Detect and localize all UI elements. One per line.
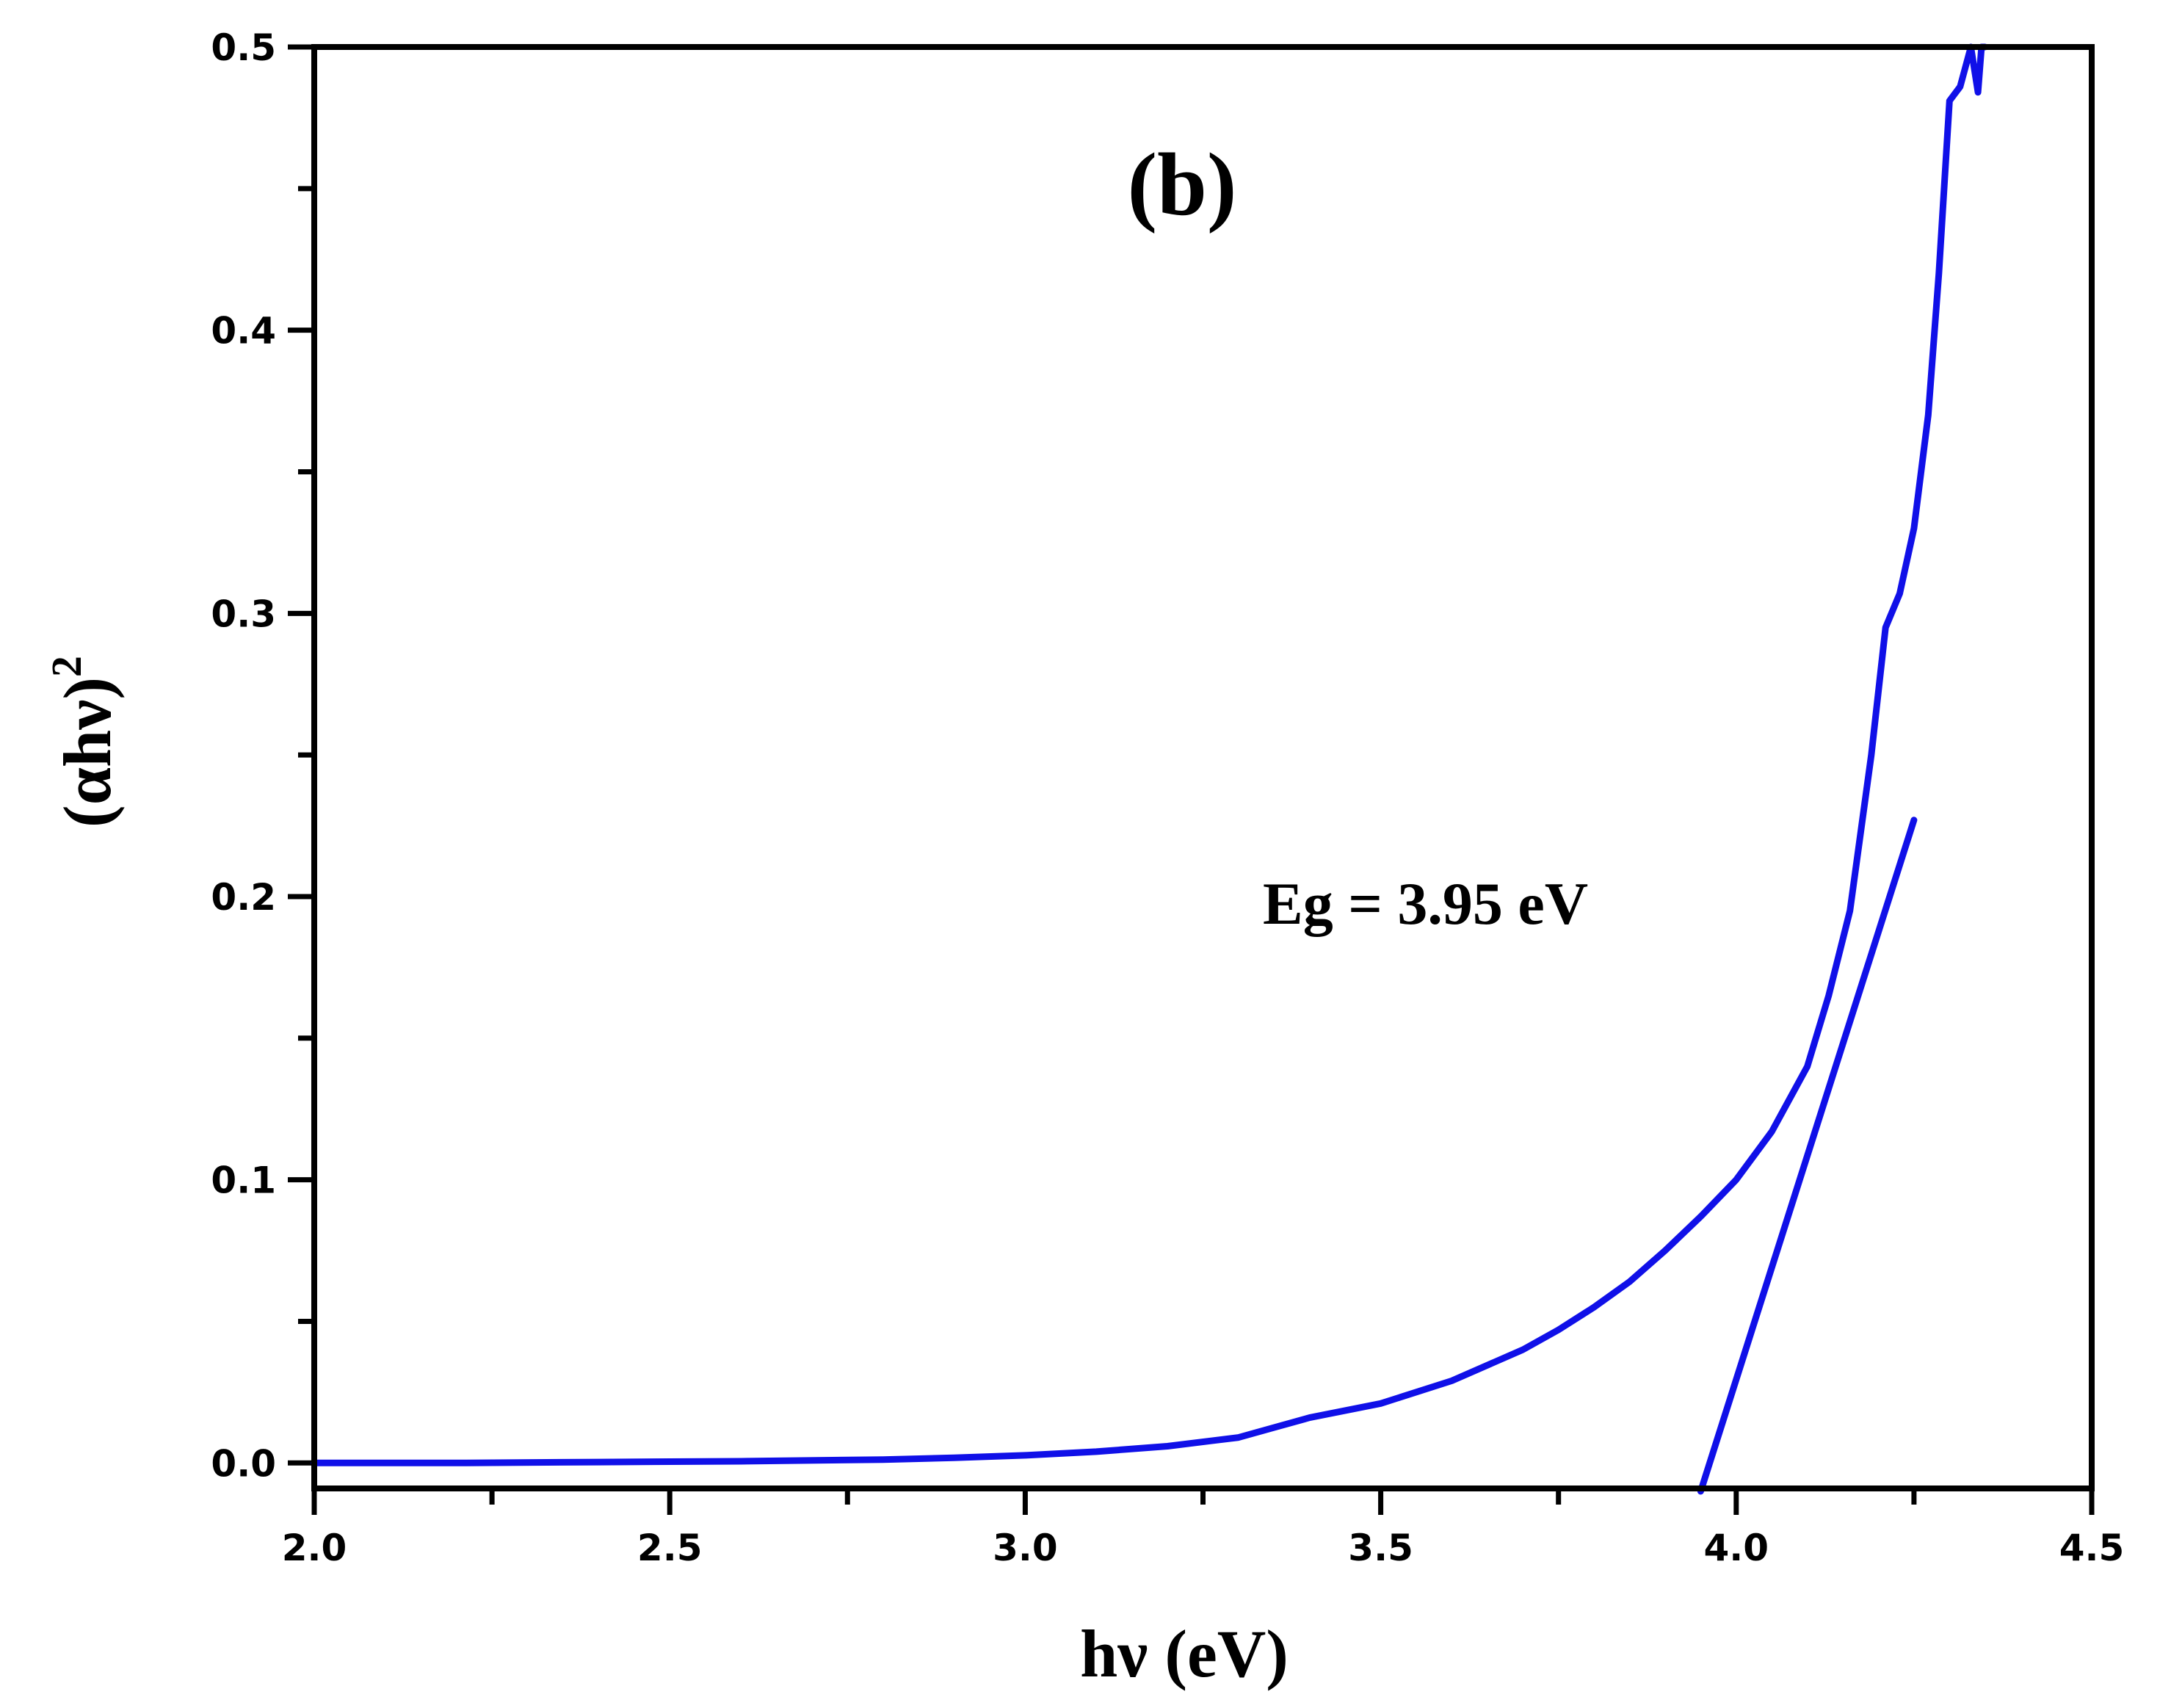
band-gap-annotation: Eg = 3.95 eV xyxy=(1263,870,1588,937)
tangent-fit-line xyxy=(1697,817,1918,1495)
y-tick-label: 0.5 xyxy=(211,26,276,69)
y-tick-label: 0.2 xyxy=(211,876,276,919)
x-tick-label: 4.0 xyxy=(1704,1527,1769,1569)
absorption-curve xyxy=(311,43,1989,1466)
x-tick-label: 4.5 xyxy=(2059,1527,2125,1569)
y-tick-label: 0.3 xyxy=(211,593,276,635)
y-axis-title: (αhν)2 xyxy=(43,656,125,828)
x-tick-label: 2.0 xyxy=(282,1527,347,1569)
plot-frame xyxy=(311,44,2095,1491)
x-axis-title: hν (eV) xyxy=(1080,1616,1289,1691)
x-tick-label: 2.5 xyxy=(637,1527,703,1569)
y-tick-label: 0.4 xyxy=(211,310,276,352)
x-axis-ticks: 2.0 2.5 3.0 3.5 4.0 4.5 xyxy=(282,1488,2125,1569)
y-axis-title-superscript: 2 xyxy=(43,656,90,677)
y-tick-label: 0.1 xyxy=(211,1159,276,1202)
panel-label: (b) xyxy=(1127,135,1236,234)
x-tick-label: 3.5 xyxy=(1348,1527,1413,1569)
y-axis-title-base: (αhν) xyxy=(50,677,125,828)
x-tick-label: 3.0 xyxy=(993,1527,1058,1569)
y-axis-ticks: 0.0 0.1 0.2 0.3 0.4 0.5 xyxy=(211,26,314,1485)
y-tick-label: 0.0 xyxy=(211,1442,276,1485)
series-group xyxy=(311,43,1989,1495)
